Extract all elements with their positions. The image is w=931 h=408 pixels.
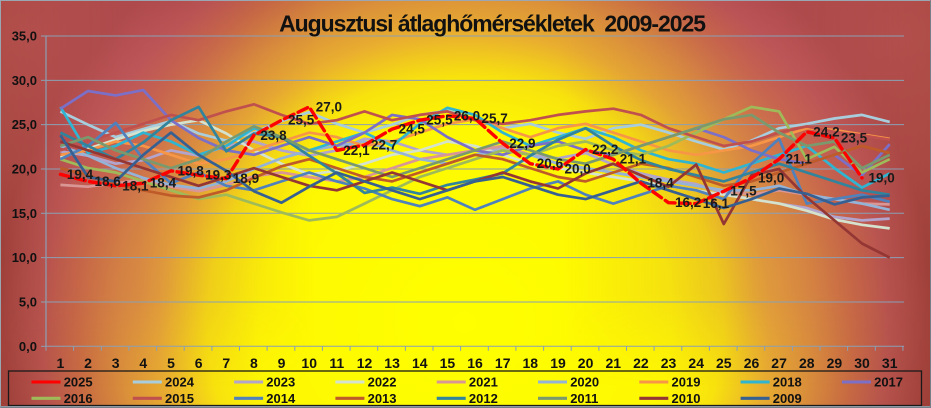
svg-text:17: 17 [495,355,511,371]
svg-text:19,4: 19,4 [67,167,94,182]
svg-text:2020: 2020 [570,375,599,390]
svg-text:21: 21 [606,355,622,371]
svg-text:19,8: 19,8 [178,163,205,178]
svg-text:21,1: 21,1 [620,152,647,167]
svg-text:20,0: 20,0 [12,162,37,177]
svg-text:25,5: 25,5 [288,113,315,128]
svg-text:30: 30 [854,355,870,371]
svg-text:7: 7 [222,355,230,371]
svg-text:35,0: 35,0 [12,29,37,44]
svg-text:11: 11 [329,355,344,371]
svg-text:2025: 2025 [64,375,93,390]
svg-text:5: 5 [167,355,175,371]
svg-text:Augusztusi átlaghőmérsékletek: Augusztusi átlaghőmérsékletek 2009-2025 [279,11,706,37]
svg-text:2024: 2024 [165,375,195,390]
svg-text:2021: 2021 [469,375,498,390]
svg-text:2017: 2017 [874,375,903,390]
svg-text:10,0: 10,0 [12,250,37,265]
svg-text:3: 3 [112,355,120,371]
svg-text:2015: 2015 [165,391,194,406]
svg-text:2016: 2016 [64,391,93,406]
svg-text:13: 13 [384,355,400,371]
svg-text:18: 18 [523,355,539,371]
svg-text:23: 23 [661,355,677,371]
svg-text:18,4: 18,4 [647,176,674,191]
svg-text:2010: 2010 [672,391,701,406]
svg-text:23,5: 23,5 [841,131,868,146]
svg-text:15: 15 [440,355,456,371]
svg-text:1: 1 [57,355,65,371]
svg-text:25: 25 [716,355,732,371]
svg-text:2: 2 [84,355,92,371]
svg-text:22,7: 22,7 [371,138,397,153]
svg-text:10: 10 [301,355,317,371]
svg-text:2011: 2011 [570,391,598,406]
svg-text:15,0: 15,0 [12,206,37,221]
svg-text:17,5: 17,5 [730,184,757,199]
svg-text:19,0: 19,0 [758,170,784,185]
svg-text:27: 27 [771,355,787,371]
svg-text:18,9: 18,9 [233,171,259,186]
svg-text:18,6: 18,6 [95,174,122,189]
svg-text:26,0: 26,0 [454,108,480,123]
svg-text:22,9: 22,9 [509,136,535,151]
svg-text:19,3: 19,3 [205,168,232,183]
svg-text:22,2: 22,2 [592,142,618,157]
svg-text:2012: 2012 [469,391,498,406]
svg-text:25,0: 25,0 [12,117,37,132]
svg-text:5,0: 5,0 [19,295,37,310]
svg-text:18,1: 18,1 [122,178,149,193]
svg-text:25,5: 25,5 [426,113,453,128]
svg-text:6: 6 [195,355,203,371]
svg-text:20: 20 [578,355,594,371]
svg-text:27,0: 27,0 [316,99,342,114]
svg-text:21,1: 21,1 [786,152,813,167]
svg-text:2013: 2013 [368,391,397,406]
svg-text:16,1: 16,1 [703,196,730,211]
svg-text:2018: 2018 [773,375,802,390]
svg-text:2014: 2014 [266,391,296,406]
svg-text:24,2: 24,2 [813,124,839,139]
svg-text:24: 24 [688,355,704,371]
svg-text:18,4: 18,4 [150,176,177,191]
svg-text:22: 22 [633,355,649,371]
svg-text:19: 19 [550,355,566,371]
svg-text:24,5: 24,5 [399,122,426,137]
svg-text:31: 31 [882,355,898,371]
svg-text:20,6: 20,6 [537,156,564,171]
svg-text:9: 9 [278,355,286,371]
svg-text:22,1: 22,1 [343,143,370,158]
svg-text:30,0: 30,0 [12,73,37,88]
svg-text:2019: 2019 [672,375,701,390]
svg-text:25,7: 25,7 [482,111,508,126]
svg-text:8: 8 [250,355,258,371]
svg-text:2022: 2022 [368,375,397,390]
svg-text:14: 14 [412,355,428,371]
svg-text:19,0: 19,0 [869,170,895,185]
svg-text:0,0: 0,0 [19,339,37,354]
svg-text:2009: 2009 [773,391,802,406]
svg-text:28: 28 [799,355,815,371]
svg-text:12: 12 [357,355,373,371]
svg-text:16: 16 [467,355,483,371]
svg-text:20,0: 20,0 [565,162,591,177]
svg-text:29: 29 [827,355,843,371]
svg-text:2023: 2023 [266,375,295,390]
svg-text:23,8: 23,8 [260,128,287,143]
svg-text:4: 4 [139,355,147,371]
svg-text:26: 26 [744,355,760,371]
svg-text:16,2: 16,2 [675,195,701,210]
